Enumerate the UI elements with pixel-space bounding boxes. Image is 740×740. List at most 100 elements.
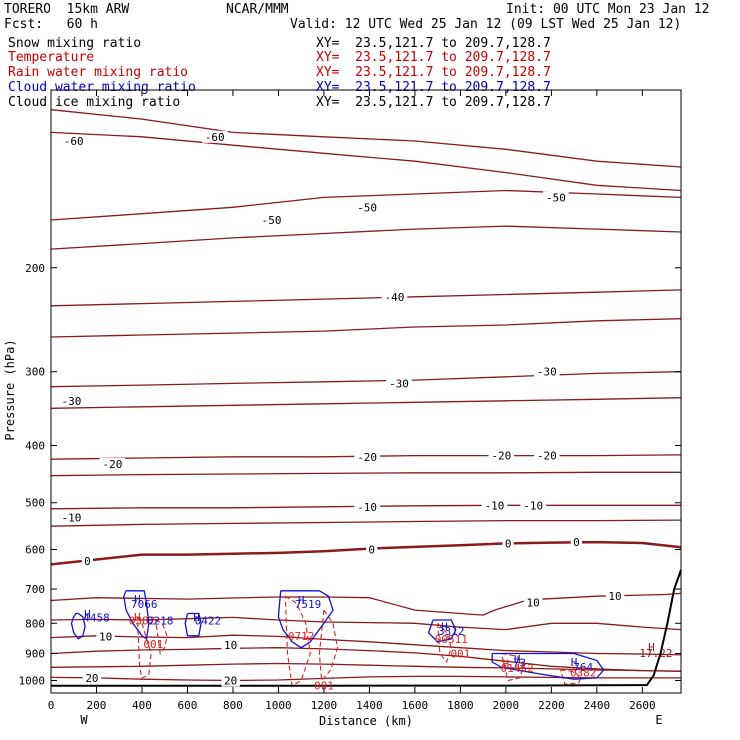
isotherm-label-bg	[534, 365, 560, 378]
isotherm-label-bg	[366, 543, 378, 556]
isotherm-line	[50, 131, 682, 192]
valid-label: Valid: 12 UTC Wed 25 Jan 12 (09 LST Wed …	[290, 17, 682, 32]
isotherm-line	[50, 519, 682, 527]
rain-water-contour	[155, 619, 168, 655]
isotherm-label-bg	[81, 555, 93, 568]
x-end-west: W	[80, 713, 88, 727]
isotherm-line	[50, 592, 682, 616]
isotherm-label-bg	[570, 536, 582, 549]
x-tick-label: 2600	[629, 699, 656, 712]
isotherm-label: -50	[262, 214, 282, 227]
field-value-label: 7519	[295, 598, 322, 611]
isotherm-line	[50, 397, 682, 409]
isotherm-line	[50, 189, 682, 221]
y-tick-label: 600	[25, 543, 45, 556]
y-tick-label: 500	[25, 497, 45, 510]
legend-temperature-xy: XY= 23.5,121.7 to 209.7,128.7	[316, 50, 551, 65]
isotherm-label-bg	[221, 674, 240, 687]
isotherm-label: -30	[62, 395, 82, 408]
isotherm-label: 0	[573, 536, 580, 549]
cloud-water-contour	[277, 590, 334, 649]
isotherm-label: -30	[537, 366, 557, 379]
isotherm-label: 10	[527, 597, 540, 610]
field-value-label: 0382	[129, 615, 156, 628]
isotherm-label: -20	[102, 458, 122, 471]
x-axis-title: Distance (km)	[319, 714, 413, 728]
field-value-label: 00511	[435, 633, 468, 646]
isotherm-label-bg	[354, 500, 380, 513]
isotherm-label-bg	[58, 394, 85, 407]
high-marker: H	[514, 653, 521, 666]
isotherm-label-bg	[481, 499, 508, 512]
isotherm-label: 0	[505, 537, 512, 550]
isotherm-label: -30	[389, 377, 409, 390]
x-tick-label: 1000	[265, 699, 292, 712]
plot-frame	[50, 89, 682, 694]
high-marker: H	[298, 594, 305, 607]
isotherm-label-bg	[82, 671, 102, 684]
isotherm-label-bg	[258, 213, 285, 226]
isotherm-line	[50, 225, 682, 250]
isotherm-label: -60	[205, 131, 225, 144]
isotherm-label: -50	[357, 201, 377, 214]
init-label: Init: 00 UTC Mon 23 Jan 12	[506, 2, 710, 17]
field-value-label: 0218	[147, 615, 174, 628]
isotherm-line	[50, 634, 682, 656]
field-value-label: 0712	[288, 630, 315, 643]
x-tick-label: 2000	[493, 699, 520, 712]
cloud-water-contour	[427, 619, 457, 643]
high-marker: H	[84, 608, 91, 621]
isotherm-line	[50, 675, 681, 682]
y-tick-label: 1000	[19, 674, 46, 687]
isotherm-label: 10	[99, 630, 112, 643]
isotherm-label-bg	[386, 377, 412, 390]
x-tick-label: 1400	[356, 699, 383, 712]
isotherm-line	[50, 616, 682, 631]
x-tick-label: 1200	[311, 699, 338, 712]
high-marker: H	[503, 657, 510, 670]
isotherm-label-bg	[58, 511, 85, 524]
isotherm-label: -50	[546, 191, 566, 204]
high-marker: H	[571, 656, 578, 669]
cloud-water-contour	[70, 612, 86, 640]
legend-cloud-water-xy: XY= 23.5,121.7 to 209.7,128.7	[316, 80, 551, 95]
field-value-label: 7066	[131, 598, 158, 611]
y-tick-label: 800	[25, 617, 45, 630]
x-tick-label: 400	[132, 699, 152, 712]
isotherm-label: -60	[64, 135, 84, 148]
isotherm-label-bg	[605, 590, 625, 603]
high-marker: H	[441, 620, 448, 633]
x-end-east: E	[655, 713, 662, 727]
isotherm-label-bg	[381, 290, 408, 303]
field-value-label: 73	[513, 656, 526, 669]
isotherm-label: 0	[84, 555, 91, 568]
x-tick-label: 1800	[447, 699, 474, 712]
field-value-label: 001	[314, 680, 334, 693]
legend-snow-xy: XY= 23.5,121.7 to 209.7,128.7	[316, 36, 551, 51]
isotherm-line	[50, 662, 682, 672]
field-value-label: 17.22	[639, 647, 672, 660]
x-tick-label: 0	[48, 699, 55, 712]
isotherm-label: -20	[491, 450, 511, 463]
isotherm-label: -40	[384, 291, 404, 304]
legend-cloud-ice-label: Cloud ice mixing ratio	[8, 95, 181, 110]
isotherm-label-bg	[354, 201, 380, 214]
isotherm-label-bg	[534, 449, 560, 462]
legend-cloud-ice-xy: XY= 23.5,121.7 to 209.7,128.7	[316, 95, 551, 110]
legend-snow-label: Snow mixing ratio	[8, 36, 142, 51]
cloud-water-contour	[184, 612, 202, 637]
isotherm-line	[50, 371, 682, 388]
rain-water-contour	[437, 622, 452, 664]
isotherm-label-bg	[201, 130, 228, 143]
legend-temperature-label: Temperature	[8, 50, 95, 65]
isotherm-label: 10	[224, 639, 237, 652]
isotherm-label: -20	[537, 450, 557, 463]
isotherm-label-bg	[99, 458, 126, 471]
y-tick-label: 200	[25, 262, 45, 275]
isotherm-label-bg	[221, 638, 240, 651]
high-marker: H	[193, 611, 200, 624]
rain-water-contour	[318, 609, 339, 682]
isotherm-label: 20	[85, 672, 98, 685]
high-marker: H	[134, 593, 141, 606]
